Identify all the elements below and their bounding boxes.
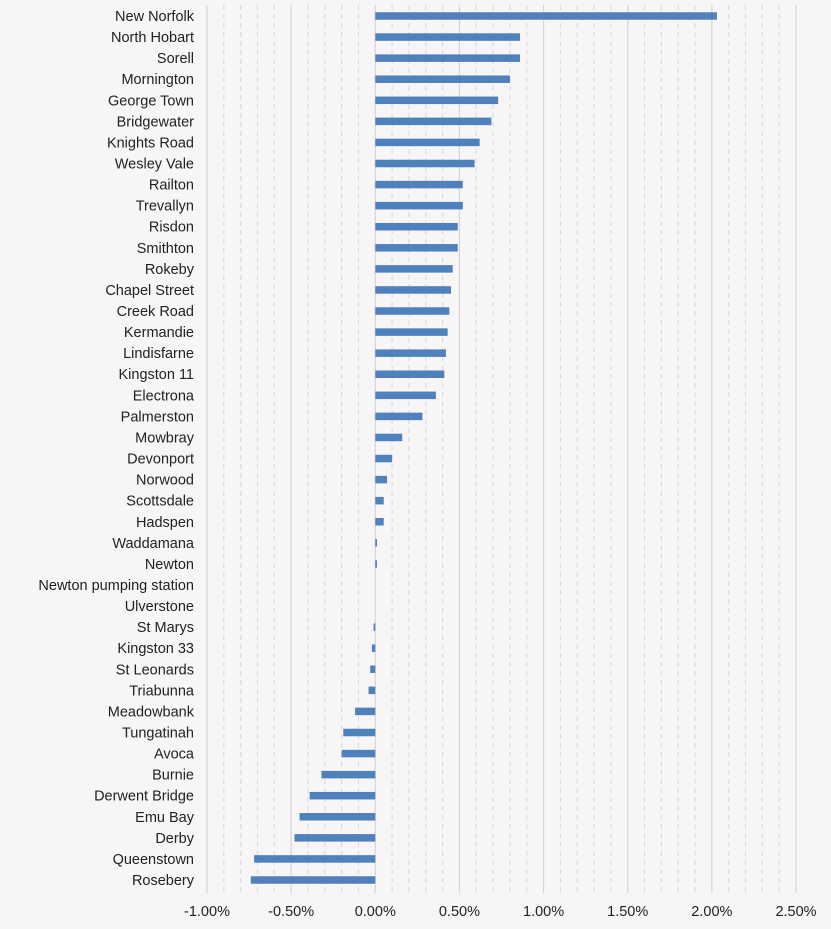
bar bbox=[368, 686, 376, 695]
category-label: Kingston 11 bbox=[118, 367, 194, 383]
bars bbox=[250, 12, 717, 884]
bar bbox=[299, 813, 376, 821]
category-label: Newton bbox=[145, 557, 194, 573]
bar bbox=[309, 791, 376, 800]
category-label: Triabunna bbox=[129, 683, 195, 699]
bar bbox=[375, 265, 453, 273]
category-label: Derwent Bridge bbox=[94, 789, 194, 805]
category-label: Devonport bbox=[127, 452, 194, 468]
category-label: Sorell bbox=[157, 51, 194, 67]
bar bbox=[250, 876, 376, 884]
bar bbox=[375, 496, 384, 505]
bar bbox=[375, 454, 393, 463]
category-label: Avoca bbox=[154, 747, 195, 763]
category-label: Smithton bbox=[137, 241, 194, 257]
bar bbox=[375, 539, 377, 547]
category-label: Rosebery bbox=[132, 873, 195, 889]
category-label: Burnie bbox=[152, 768, 194, 784]
bar bbox=[375, 391, 436, 400]
bar bbox=[375, 370, 445, 378]
category-label: St Marys bbox=[137, 620, 194, 636]
x-tick-label: -0.50% bbox=[268, 904, 314, 920]
gridlines bbox=[206, 5, 797, 893]
bar bbox=[375, 138, 480, 147]
bar bbox=[375, 180, 463, 189]
bar bbox=[375, 159, 475, 168]
bar bbox=[375, 433, 403, 442]
bar bbox=[375, 222, 458, 231]
bar bbox=[375, 96, 499, 105]
bar bbox=[341, 749, 376, 758]
category-label: Mornington bbox=[121, 72, 194, 88]
bar bbox=[254, 855, 376, 863]
category-label: Meadowbank bbox=[108, 704, 195, 720]
bar bbox=[375, 33, 521, 41]
x-tick-label: 2.50% bbox=[775, 904, 816, 920]
category-label: Trevallyn bbox=[136, 199, 194, 215]
category-label: Norwood bbox=[136, 473, 194, 489]
category-label: Knights Road bbox=[107, 135, 194, 151]
category-label: Kingston 33 bbox=[117, 641, 194, 657]
bar bbox=[371, 644, 376, 652]
x-tick-label: -1.00% bbox=[184, 904, 230, 920]
bar bbox=[375, 475, 388, 484]
category-label: Lindisfarne bbox=[123, 346, 194, 362]
x-tick-label: 1.50% bbox=[607, 904, 648, 920]
x-tick-label: 0.00% bbox=[355, 904, 396, 920]
bar bbox=[375, 54, 521, 62]
bar bbox=[294, 834, 376, 842]
bar bbox=[375, 349, 446, 357]
x-tick-label: 1.00% bbox=[523, 904, 564, 920]
bar bbox=[375, 244, 458, 252]
bar bbox=[375, 307, 450, 315]
category-label: Mowbray bbox=[135, 430, 195, 446]
x-tick-label: 2.00% bbox=[691, 904, 732, 920]
category-label: Tungatinah bbox=[122, 725, 194, 741]
category-label: Scottsdale bbox=[126, 494, 194, 510]
category-label: George Town bbox=[108, 93, 194, 109]
category-label: Newton pumping station bbox=[38, 578, 194, 594]
category-label: Bridgewater bbox=[117, 114, 195, 130]
x-tick-label: 0.50% bbox=[439, 904, 480, 920]
category-label: Wesley Vale bbox=[115, 157, 194, 173]
bar bbox=[375, 286, 452, 294]
category-label: Rokeby bbox=[145, 262, 195, 278]
category-label: Derby bbox=[155, 831, 194, 847]
category-label: Waddamana bbox=[112, 536, 195, 552]
bar bbox=[375, 412, 423, 421]
bar bbox=[375, 518, 384, 526]
category-label: Creek Road bbox=[117, 304, 194, 320]
category-label: Electrona bbox=[133, 388, 195, 404]
category-label: Kermandie bbox=[124, 325, 194, 341]
category-label: Ulverstone bbox=[125, 599, 194, 615]
bar bbox=[375, 12, 717, 20]
bar bbox=[355, 707, 376, 716]
category-label: Chapel Street bbox=[105, 283, 194, 299]
bar bbox=[373, 623, 376, 631]
category-label: New Norfolk bbox=[115, 9, 195, 25]
bar bbox=[375, 117, 492, 126]
category-label: Emu Bay bbox=[135, 810, 195, 826]
bar bbox=[375, 328, 448, 336]
category-label: Queenstown bbox=[113, 852, 194, 868]
category-label: North Hobart bbox=[111, 30, 194, 46]
bar bbox=[321, 770, 376, 779]
bar bbox=[370, 665, 376, 674]
bar bbox=[375, 201, 463, 210]
bar bbox=[375, 560, 377, 568]
bar bbox=[375, 75, 510, 83]
category-label: St Leonards bbox=[116, 662, 194, 678]
category-label: Hadspen bbox=[136, 515, 194, 531]
category-label: Railton bbox=[149, 178, 194, 194]
bar bbox=[343, 728, 376, 737]
x-tick-labels: -1.00% -0.50% 0.00% 0.50% 1.00% 1.50% 2.00% 2.5… bbox=[184, 904, 817, 920]
category-labels: New Norfolk North Hobart Sorell Mornington G… bbox=[38, 9, 195, 889]
category-label: Palmerston bbox=[121, 409, 194, 425]
category-label: Risdon bbox=[149, 220, 194, 236]
